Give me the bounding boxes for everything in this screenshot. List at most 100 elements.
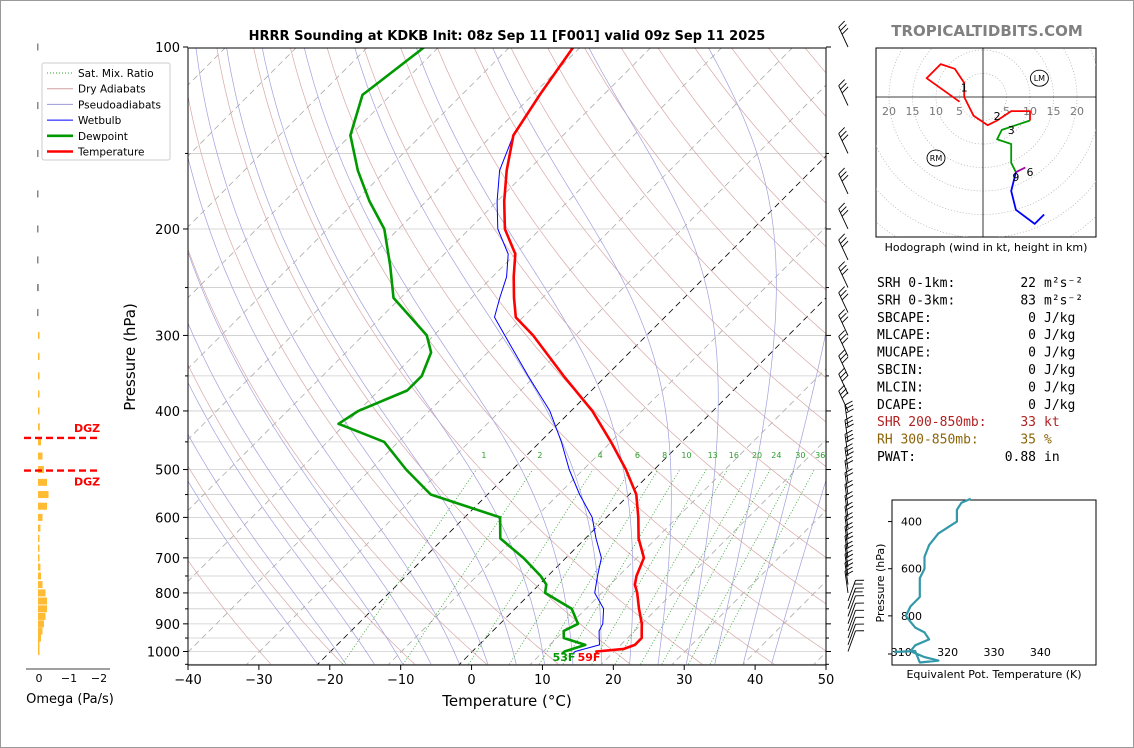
omega-bar (37, 190, 39, 198)
wind-barb (838, 127, 849, 154)
mixing-ratio-line (402, 469, 534, 665)
omega-axis-label: Omega (Pa/s) (26, 692, 114, 707)
mixing-ratio-label: 4 (598, 451, 603, 460)
y-tick-label: 200 (155, 223, 180, 238)
storm-motion-marker (1029, 69, 1049, 87)
wind-barb (844, 443, 854, 470)
omega-bar (38, 524, 41, 532)
wind-barb (838, 261, 849, 288)
x-tick-label: −10 (387, 673, 414, 688)
dgz-label: DGZ (74, 476, 100, 489)
mixing-ratio-labels: 1 2 4 6 8 10 13 16 20 24 30 36 (481, 451, 825, 460)
mixing-ratio-line (468, 469, 594, 665)
omega-bar (38, 554, 40, 562)
series-temperature (502, 48, 646, 655)
wind-barb (847, 630, 865, 652)
pseudoadiabat (188, 156, 460, 665)
pseudoadiabat (188, 251, 432, 665)
dry-adiabat (188, 248, 488, 665)
param-value: 0 (1028, 363, 1036, 378)
pseudoadiabat (195, 48, 489, 665)
wind-barb (847, 579, 865, 602)
wind-barb (838, 20, 849, 48)
omega-bar (38, 641, 40, 649)
param-unit: m²s⁻² (1044, 276, 1083, 291)
pseudoadiabat (261, 48, 545, 665)
param-unit: J/kg (1044, 380, 1075, 395)
hodograph-ring-label: 20 (882, 105, 896, 118)
dry-adiabat (188, 465, 345, 665)
param-value: 0 (1028, 346, 1036, 361)
y-tick-label: 500 (155, 464, 180, 479)
mixing-ratio-line (640, 469, 752, 665)
hodograph-ring-label: 15 (906, 105, 920, 118)
dry-adiabat (437, 48, 826, 513)
dgz-label: DGZ (74, 422, 100, 435)
mixing-ratio-label: 8 (662, 451, 667, 460)
hodograph-height-label: 3 (1008, 124, 1015, 137)
param-value: 0 (1028, 380, 1036, 395)
hodograph-segment (996, 119, 1031, 173)
series-wetbulb (494, 48, 605, 655)
isotherm (188, 48, 581, 441)
mixing-ratio-label: 30 (795, 451, 805, 460)
storm-motion-label: LM (1034, 74, 1045, 83)
mixing-ratio-line (508, 469, 631, 665)
theta-e-frame (891, 499, 1097, 666)
x-tick-label: −40 (174, 673, 201, 688)
chart-title: HRRR Sounding at KDKB Init: 08z Sep 11 [… (249, 29, 766, 44)
hodograph-ring-label: 5 (1003, 105, 1010, 118)
omega-bar (37, 225, 39, 233)
x-tick-label: 0 (467, 673, 475, 688)
param-label: SRH 0-3km: (877, 293, 955, 308)
theta-e-x-tick-label: 330 (984, 646, 1005, 659)
theta-e-y-tick-label: 600 (901, 563, 922, 576)
wind-barb (838, 367, 849, 395)
hodograph-height-label: 1 (961, 82, 968, 95)
dry-adiabat (363, 48, 826, 605)
theta-e-x-tick-label: 340 (1030, 646, 1051, 659)
isotherm (245, 84, 826, 665)
legend-label: Sat. Mix. Ratio (78, 68, 154, 80)
wind-barb (847, 595, 865, 617)
skewt-series (337, 48, 646, 656)
omega-bar (38, 502, 47, 510)
isotherm (188, 48, 297, 157)
wind-barb (838, 233, 849, 261)
param-unit: J/kg (1044, 346, 1075, 361)
wind-barb (838, 330, 849, 357)
mixing-ratio-label: 13 (708, 451, 718, 460)
hodograph-height-label: 2 (994, 110, 1001, 123)
wind-barb (847, 587, 865, 609)
hodograph-segment (925, 63, 1031, 127)
wind-barb (838, 349, 849, 377)
hodograph-segment (1010, 171, 1045, 225)
dry-adiabat (400, 48, 826, 558)
surface-dewpoint-label: 53F (553, 651, 576, 664)
omega-bar (38, 563, 41, 571)
isotherm (188, 48, 510, 370)
y-tick-label: 800 (155, 587, 180, 602)
param-unit: % (1044, 433, 1052, 448)
x-axis-label: Temperature (°C) (441, 692, 571, 710)
hodograph-ring-label: 20 (1070, 105, 1084, 118)
wind-barb (847, 623, 865, 646)
omega-bar (38, 534, 40, 542)
param-label: SBCAPE: (877, 311, 932, 326)
dry-adiabat (253, 48, 704, 665)
dry-adiabat (473, 48, 826, 468)
param-label: MUCAPE: (877, 346, 932, 361)
x-tick-label: 30 (676, 673, 693, 688)
omega-bar (38, 634, 41, 642)
mixing-ratio-label: 6 (635, 451, 640, 460)
omega-bar (37, 284, 39, 292)
dry-adiabat (188, 363, 417, 665)
wind-barb (838, 202, 849, 230)
pseudoadiabat (188, 381, 375, 665)
param-label: PWAT: (877, 450, 916, 465)
x-tick-label: −20 (316, 673, 343, 688)
mixing-ratio-label: 36 (815, 451, 825, 460)
omega-bar (38, 423, 40, 431)
pseudoadiabat (188, 322, 404, 665)
